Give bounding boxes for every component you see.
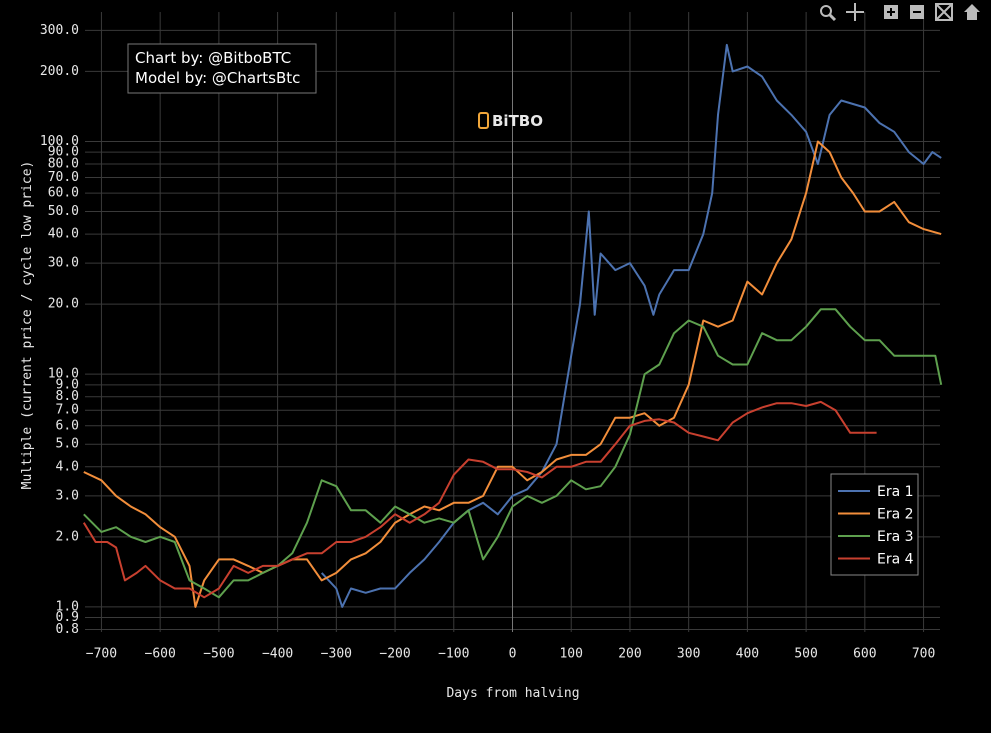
x-tick-label: 100 [559, 647, 582, 662]
x-tick-label: 200 [618, 647, 641, 662]
y-tick-label: 7.0 [56, 403, 79, 418]
annotation: Chart by: @BitboBTC [135, 49, 291, 67]
annotation: Model by: @ChartsBtc [135, 69, 300, 87]
legend: Era 1 Era 2 Era 3 Era 4 [830, 473, 919, 576]
series-line [320, 43, 942, 608]
y-tick-label: 9.0 [56, 377, 79, 392]
y-tick-label: 5.0 [56, 437, 79, 452]
y-tick-label: 20.0 [48, 297, 79, 312]
x-tick-label: 300 [677, 647, 700, 662]
x-axis-label: Days from halving [446, 686, 579, 701]
y-tick-label: 80.0 [48, 157, 79, 172]
x-tick-label: −200 [379, 647, 410, 662]
y-tick-label: 8.0 [56, 389, 79, 404]
x-tick-label: −100 [438, 647, 469, 662]
series-line [83, 308, 943, 599]
annotation-box [127, 43, 317, 94]
series-line [83, 140, 942, 608]
x-tick-label: −700 [86, 647, 117, 662]
legend-label: Era 1 [877, 484, 914, 500]
x-tick-label: 700 [912, 647, 935, 662]
y-tick-label: 0.8 [56, 622, 79, 637]
logo: BiTBO [492, 112, 543, 130]
series-line [82, 400, 877, 599]
y-tick-label: 1.0 [56, 599, 79, 614]
y-tick-label: 3.0 [56, 488, 79, 503]
y-tick-label: 100.0 [40, 134, 79, 149]
y-tick-label: 70.0 [48, 170, 79, 185]
autoscale-button[interactable] [935, 3, 953, 21]
y-tick-label: 50.0 [48, 204, 79, 219]
y-axis-label: Multiple (current price / cycle low pric… [20, 161, 35, 490]
legend-label: Era 2 [877, 507, 914, 523]
y-tick-label: 30.0 [48, 256, 79, 271]
y-tick-label: 2.0 [56, 529, 79, 544]
y-tick-label: 6.0 [56, 418, 79, 433]
y-tick-label: 10.0 [48, 367, 79, 382]
toolbar [820, 3, 980, 22]
reset-button[interactable] [964, 4, 980, 20]
zoom-button[interactable] [820, 5, 837, 22]
y-tick-label: 90.0 [48, 145, 79, 160]
zoom-in-button[interactable] [884, 5, 898, 19]
y-tick-label: 200.0 [40, 64, 79, 79]
logo-icon [478, 112, 489, 129]
legend-label: Era 3 [877, 529, 914, 545]
y-tick-label: 60.0 [48, 186, 79, 201]
y-tick-label: 0.9 [56, 610, 79, 625]
x-tick-label: −300 [321, 647, 352, 662]
zoom-out-button[interactable] [910, 5, 924, 19]
x-tick-label: 600 [853, 647, 876, 662]
y-tick-label: 40.0 [48, 227, 79, 242]
x-tick-label: 400 [736, 647, 759, 662]
y-tick-label: 300.0 [40, 23, 79, 38]
lines [82, 43, 943, 608]
x-tick-label: 0 [509, 647, 517, 662]
x-tick-label: −600 [145, 647, 176, 662]
pan-button[interactable] [846, 3, 864, 21]
x-tick-label: −500 [203, 647, 234, 662]
y-tick-label: 4.0 [56, 459, 79, 474]
legend-label: Era 4 [877, 552, 914, 568]
x-tick-label: 500 [794, 647, 817, 662]
x-tick-label: −400 [262, 647, 293, 662]
